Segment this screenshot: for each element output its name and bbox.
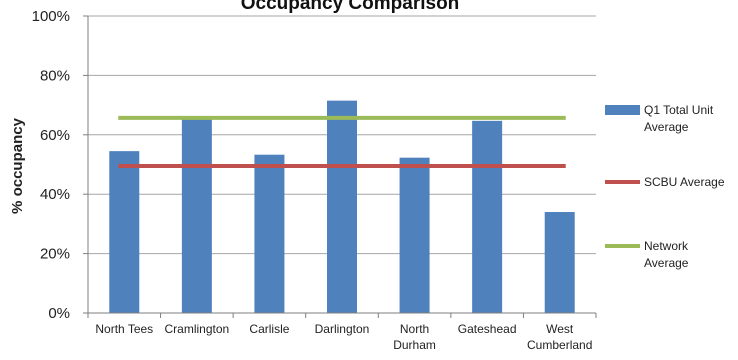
average-lines (118, 115, 566, 168)
y-tick-label: 0% (48, 305, 70, 322)
legend-swatch (605, 105, 640, 115)
bar-north-durham (399, 157, 430, 313)
axes: 0% 20% 40% 60% 80% 100% North Tees Cramlington C… (32, 8, 597, 352)
x-tick-label: Carlisle (249, 322, 289, 336)
y-tick-label: 80% (40, 67, 70, 84)
legend-entry: SCBU Average (644, 175, 725, 189)
bar-west-cumberland (544, 212, 575, 313)
bar-gateshead (472, 120, 503, 313)
bar-cramlington (181, 118, 212, 313)
x-tick-label: Cramlington (165, 322, 230, 336)
bar-north-tees (109, 151, 140, 313)
x-tick-label: West Cumberland (527, 322, 592, 352)
y-tick-label: 60% (40, 127, 70, 144)
x-tick-label: North Tees (95, 322, 153, 336)
bar-carlisle (254, 154, 285, 313)
legend-entry: Network Average (644, 239, 689, 270)
x-tick-label: Gateshead (458, 322, 517, 336)
bar-darlington (327, 100, 357, 314)
x-tick-label: Darlington (315, 322, 370, 336)
y-axis-label: % occupancy (9, 117, 26, 214)
chart-title: Occupancy Comparison (241, 0, 460, 14)
y-tick-label: 100% (32, 8, 70, 25)
legend-entry: Q1 Total Unit Average (644, 103, 714, 134)
legend: Q1 Total Unit Average SCBU Average Network A… (605, 103, 725, 270)
y-tick-label: 20% (40, 246, 70, 263)
y-tick-label: 40% (40, 186, 70, 203)
x-tick-label: North Durham (393, 322, 436, 352)
bars (109, 100, 575, 314)
